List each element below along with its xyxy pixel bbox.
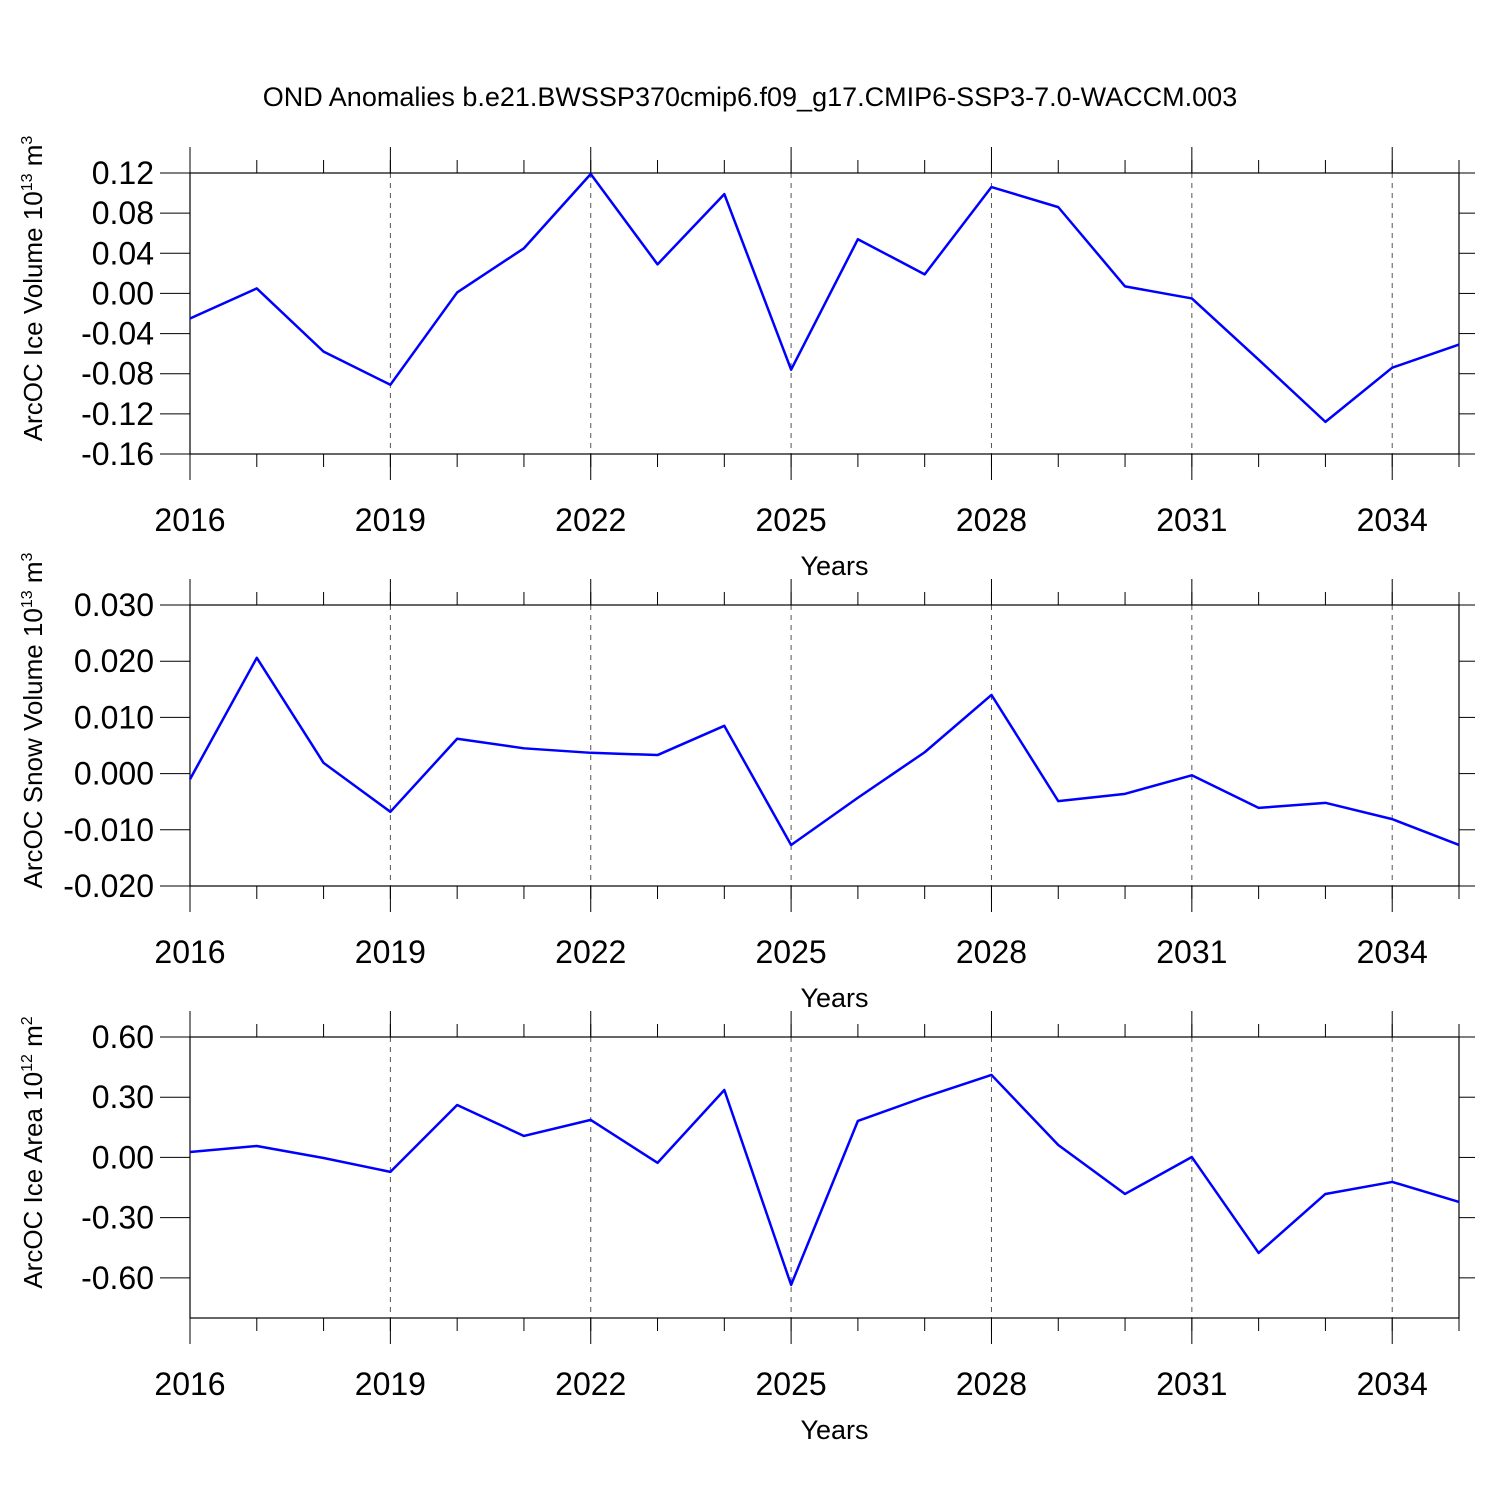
chart-title: OND Anomalies b.e21.BWSSP370cmip6.f09_g1… xyxy=(263,82,1237,112)
y-axis-label-unit: m xyxy=(18,561,48,590)
x-tick-label: 2019 xyxy=(355,934,426,970)
y-axis-label: ArcOC Ice Area 1012 m2 xyxy=(18,1016,48,1288)
y-tick-label: -0.010 xyxy=(63,812,154,848)
y-axis-label-exponent: 12 xyxy=(19,1054,36,1072)
y-tick-label: 0.00 xyxy=(92,275,154,311)
y-tick-label: 0.30 xyxy=(92,1079,154,1115)
y-axis-label-unit-exponent: 3 xyxy=(19,136,36,145)
y-axis-label-unit: m xyxy=(18,145,48,174)
y-axis-label-unit-exponent: 3 xyxy=(19,552,36,561)
y-tick-label: 0.010 xyxy=(74,699,154,735)
x-tick-label: 2022 xyxy=(555,934,626,970)
y-axis-label-text: ArcOC Ice Area 10 xyxy=(18,1072,48,1289)
y-axis-label-unit: m xyxy=(18,1025,48,1054)
y-axis-label-exponent: 13 xyxy=(19,590,36,608)
x-tick-label: 2016 xyxy=(154,934,225,970)
x-tick-label: 2028 xyxy=(956,502,1027,538)
x-tick-label: 2034 xyxy=(1357,934,1428,970)
x-tick-label: 2028 xyxy=(956,1366,1027,1402)
y-axis-label-exponent: 13 xyxy=(19,173,36,191)
y-tick-label: -0.020 xyxy=(63,868,154,904)
y-tick-label: -0.04 xyxy=(81,316,154,352)
y-axis-label-text: ArcOC Ice Volume 10 xyxy=(18,191,48,441)
plot-frame xyxy=(189,604,1460,887)
x-tick-label: 2016 xyxy=(154,502,225,538)
y-tick-label: 0.000 xyxy=(74,756,154,792)
x-tick-label: 2031 xyxy=(1156,934,1227,970)
y-tick-label: -0.08 xyxy=(81,356,154,392)
x-tick-label: 2028 xyxy=(956,934,1027,970)
y-tick-label: 0.08 xyxy=(92,195,154,231)
x-tick-label: 2022 xyxy=(555,502,626,538)
y-axis-label: ArcOC Ice Volume 1013 m3 xyxy=(18,136,48,442)
x-tick-label: 2031 xyxy=(1156,502,1227,538)
y-tick-label: 0.020 xyxy=(74,643,154,679)
y-tick-label: 0.030 xyxy=(74,587,154,623)
y-tick-label: 0.60 xyxy=(92,1019,154,1055)
x-tick-label: 2034 xyxy=(1357,1366,1428,1402)
x-tick-label: 2034 xyxy=(1357,502,1428,538)
y-axis-label-text: ArcOC Snow Volume 10 xyxy=(18,608,48,888)
y-tick-label: 0.12 xyxy=(92,155,154,191)
y-tick-label: -0.16 xyxy=(81,436,154,472)
x-axis-label: Years xyxy=(800,983,868,1013)
x-tick-label: 2025 xyxy=(756,934,827,970)
x-tick-label: 2019 xyxy=(355,502,426,538)
x-axis-label: Years xyxy=(800,551,868,581)
x-tick-label: 2031 xyxy=(1156,1366,1227,1402)
plot-frame xyxy=(189,1036,1460,1319)
data-line xyxy=(189,1073,1460,1287)
data-line xyxy=(188,656,1460,847)
x-tick-label: 2019 xyxy=(355,1366,426,1402)
y-tick-label: 0.04 xyxy=(92,235,154,271)
y-tick-label: -0.30 xyxy=(81,1200,154,1236)
plot-frame xyxy=(189,172,1460,455)
x-tick-label: 2016 xyxy=(154,1366,225,1402)
y-tick-label: 0.00 xyxy=(92,1139,154,1175)
x-tick-label: 2025 xyxy=(756,502,827,538)
data-line xyxy=(189,172,1460,424)
x-tick-label: 2022 xyxy=(555,1366,626,1402)
x-axis-label: Years xyxy=(800,1415,868,1445)
y-tick-label: -0.60 xyxy=(81,1260,154,1296)
y-tick-label: -0.12 xyxy=(81,396,154,432)
x-tick-label: 2025 xyxy=(756,1366,827,1402)
y-axis-label: ArcOC Snow Volume 1013 m3 xyxy=(18,552,48,888)
y-axis-label-unit-exponent: 2 xyxy=(19,1016,36,1025)
